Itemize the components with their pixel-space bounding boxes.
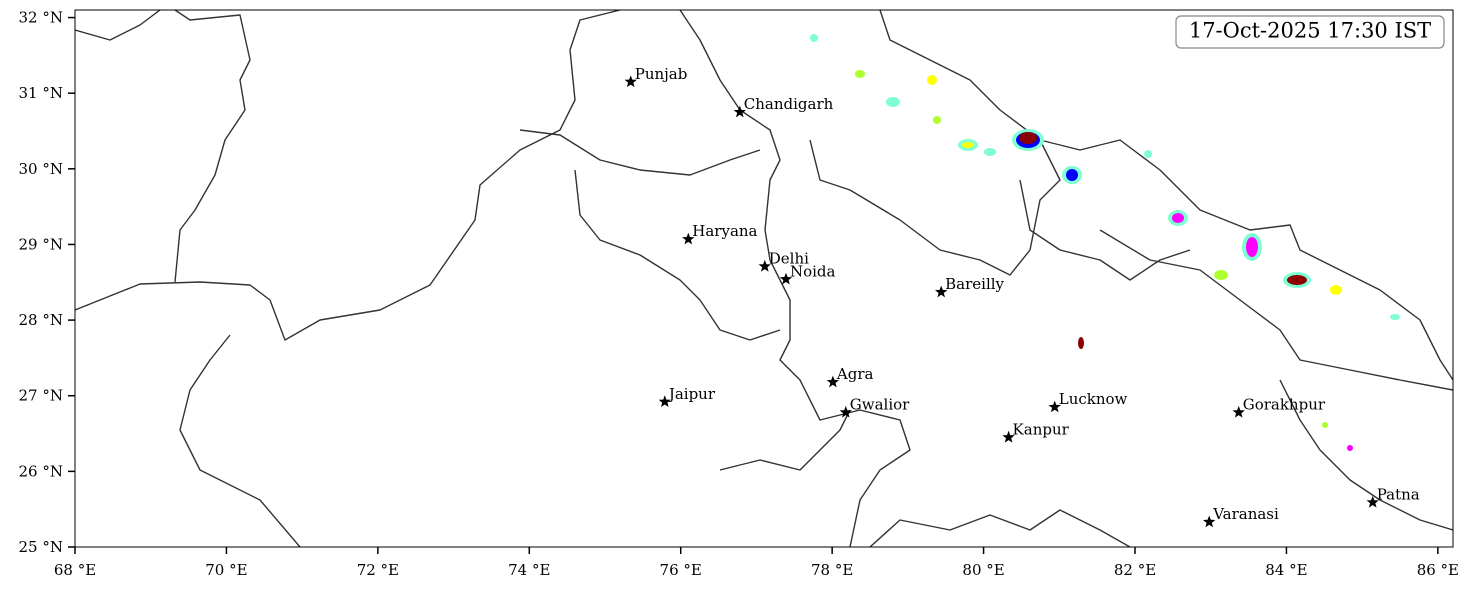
x-tick-label: 80 °E [962,561,1004,579]
x-tick-label: 78 °E [811,561,853,579]
timestamp: 17-Oct-2025 17:30 IST [1189,19,1431,43]
city-marker [658,395,671,407]
city-label: Bareilly [945,275,1004,293]
city-marker [1366,495,1379,508]
city-marker [1232,405,1245,418]
city-label: Lucknow [1059,390,1128,408]
city-label: Haryana [692,222,757,240]
city-label: Gorakhpur [1243,395,1326,413]
city-marker [1002,430,1015,443]
y-tick-label: 31 °N [19,84,63,102]
boundaries [75,10,1453,547]
city-marker [1203,515,1216,528]
city-marker [758,259,771,272]
city-marker [779,272,793,285]
city-label: Noida [790,262,836,280]
city-label: Patna [1377,485,1420,503]
city-marker [935,285,948,298]
x-tick-label: 76 °E [660,561,702,579]
city-marker [1048,400,1061,413]
city-label: Agra [836,365,874,383]
city-marker [839,405,852,418]
y-tick-label: 28 °N [19,311,63,329]
y-tick-label: 26 °N [19,462,63,480]
x-tick-label: 72 °E [357,561,399,579]
city-label: Punjab [635,65,688,83]
timestamp-box [1175,15,1445,49]
plot-frame [74,9,1454,548]
y-tick-label: 27 °N [19,387,63,405]
city-label: Jaipur [667,385,716,403]
city-marker [624,75,637,88]
y-tick-label: 32 °N [19,9,63,27]
city-label: Chandigarh [744,95,834,113]
x-tick-label: 70 °E [205,561,247,579]
y-tick-label: 30 °N [19,160,63,178]
x-tick-label: 82 °E [1114,561,1156,579]
city-label: Gwalior [850,395,910,413]
city-label: Kanpur [1013,420,1070,438]
city-marker [826,375,840,388]
city-label: Delhi [769,249,809,267]
precipitation [810,34,1400,451]
city-marker [682,232,695,245]
city-marker [733,105,746,118]
x-tick-label: 74 °E [508,561,550,579]
y-tick-label: 29 °N [19,235,63,253]
city-label: Varanasi [1212,505,1279,523]
y-tick-label: 25 °N [19,538,63,556]
x-tick-label: 84 °E [1265,561,1307,579]
x-tick-label: 86 °E [1417,561,1459,579]
x-tick-label: 68 °E [54,561,96,579]
